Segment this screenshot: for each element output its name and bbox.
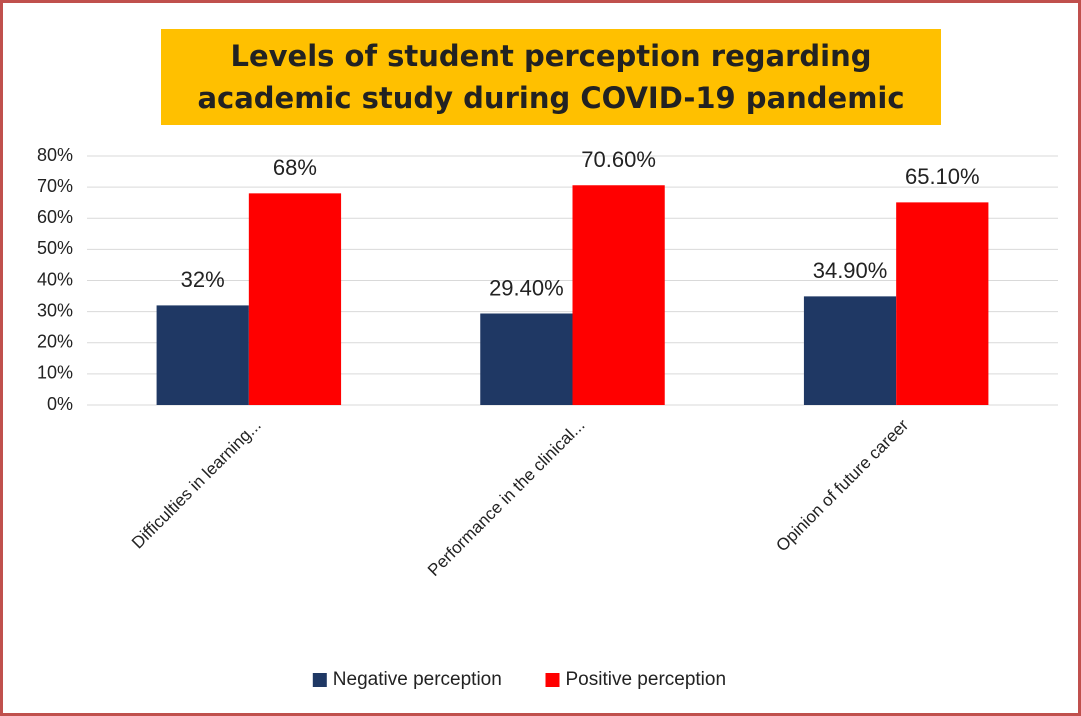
bar [572,185,665,405]
legend-swatch [545,673,560,687]
chart: 0% 10% 20% 30% 40% 50% 60% 70% 80% 32% 68% Difficul… [37,145,1058,690]
data-label: 70.60% [581,147,656,172]
data-label: 32% [181,267,225,292]
x-tick-label: Performance in the clinical... [424,416,588,580]
data-label: 68% [273,155,317,180]
bar [896,202,989,405]
y-tick-label: 40% [37,269,73,289]
y-tick-label: 50% [37,238,73,258]
bar [248,193,342,405]
x-tick-label: Opinion of future career [772,415,912,555]
y-tick-label: 10% [37,363,73,383]
bar [803,296,897,405]
x-tick-label: Difficulties in learning... [128,416,265,553]
y-tick-label: 20% [37,332,73,352]
y-tick-label: 80% [37,145,73,165]
data-label: 34.90% [813,258,888,283]
legend-swatch [312,673,327,687]
y-tick-label: 60% [37,207,73,227]
y-tick-label: 70% [37,176,73,196]
legend-label: Positive perception [566,669,727,690]
data-label: 29.40% [489,275,564,300]
y-tick-label: 30% [37,300,73,320]
chart-title: Levels of student perception regarding a… [161,29,941,125]
bar [156,305,249,405]
y-tick-label: 0% [47,394,73,414]
legend-label: Negative perception [333,669,502,690]
data-label: 65.10% [905,164,980,189]
bar [480,313,573,405]
